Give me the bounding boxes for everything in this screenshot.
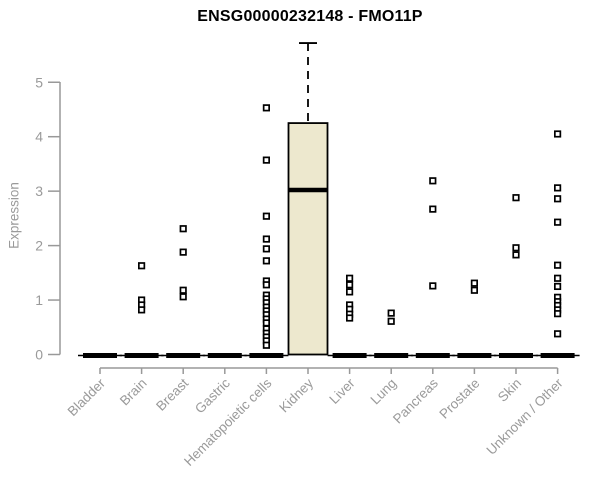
box [287,122,329,356]
data-point [553,261,562,269]
data-point [470,279,478,287]
data-point [553,130,562,138]
data-point [553,184,562,192]
y-tick-label: 0 [35,347,43,363]
x-tick-label: Lung [367,376,399,408]
x-tick-label: Unknown / Other [483,375,566,458]
data-point [179,248,187,256]
data-point [262,104,270,112]
data-point [179,225,187,233]
data-point [512,244,520,252]
data-point [346,281,354,289]
data-point [553,218,562,226]
x-tick-label: Breast [153,375,191,413]
x-tick-label: Prostate [436,376,482,422]
chart-title: ENSG00000232148 - FMO11P [197,8,423,25]
y-tick-label: 5 [35,74,43,90]
x-tick-label: Kidney [276,375,316,415]
data-point [262,156,270,164]
data-point [346,288,354,296]
data-point [262,245,270,253]
data-point [262,341,270,349]
data-point [262,281,270,289]
data-point [262,235,270,243]
data-point [262,319,270,327]
y-tick-label: 1 [35,292,43,308]
data-point [179,286,187,294]
data-point [429,177,437,185]
y-tick-label: 2 [35,238,43,254]
data-point [553,310,562,318]
data-point [470,286,478,294]
data-point [179,293,187,301]
data-point [262,257,270,265]
data-point [387,317,395,325]
data-point [553,274,562,282]
x-tick-label: Bladder [65,375,109,419]
data-point [429,282,437,290]
data-point [346,274,354,282]
x-tick-label: Pancreas [390,375,441,426]
x-tick-label: Brain [117,376,150,409]
x-tick-label: Liver [326,375,358,407]
x-tick-label: Skin [495,376,524,405]
data-point [346,314,354,322]
y-tick-label: 3 [35,183,43,199]
data-point [138,262,146,270]
data-point [553,330,562,338]
data-point [429,205,437,213]
data-point [387,309,395,317]
data-point [512,251,520,259]
data-point [262,212,270,220]
data-point [553,195,562,203]
data-point [553,282,562,291]
data-point [138,306,146,314]
x-tick-label: Gastric [192,375,233,416]
data-point [512,194,520,202]
y-tick-label: 4 [35,129,43,145]
